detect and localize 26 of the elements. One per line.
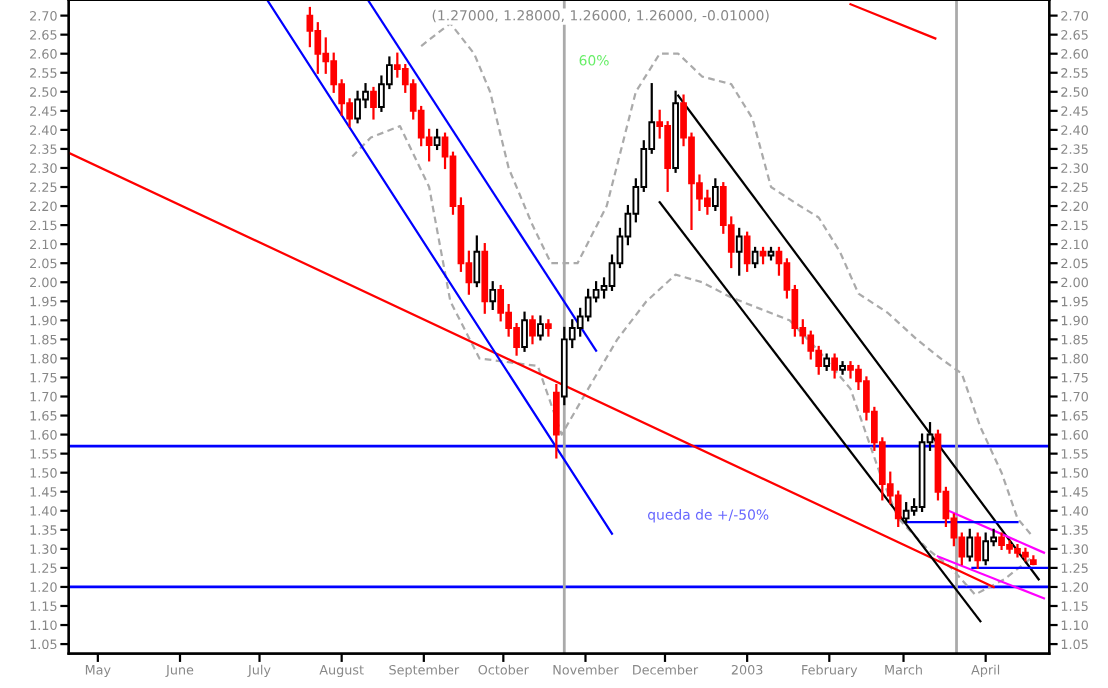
candlestick — [751, 246, 759, 269]
candlestick — [982, 532, 990, 566]
candlestick — [894, 490, 902, 528]
candlestick — [1006, 540, 1013, 554]
candlestick — [711, 178, 719, 211]
candlestick — [306, 6, 314, 48]
candlestick — [529, 315, 536, 345]
candlestick — [966, 528, 974, 562]
candlestick — [831, 353, 838, 379]
candlestick — [521, 311, 528, 352]
candlestick — [354, 90, 361, 124]
candlestick — [489, 281, 497, 311]
candlestick — [1022, 547, 1029, 562]
candlestick — [433, 128, 441, 151]
candlestick — [537, 315, 544, 341]
candlestick — [743, 231, 751, 272]
candlestick — [974, 532, 982, 570]
candlestick — [902, 502, 910, 524]
candlestick — [370, 86, 377, 120]
candlestick — [839, 361, 846, 375]
candlestick — [584, 288, 592, 322]
candlestick — [497, 284, 505, 322]
candlestick — [1014, 543, 1021, 558]
candlestick — [552, 383, 560, 459]
candlestick — [735, 227, 743, 276]
candlestick — [473, 235, 481, 288]
